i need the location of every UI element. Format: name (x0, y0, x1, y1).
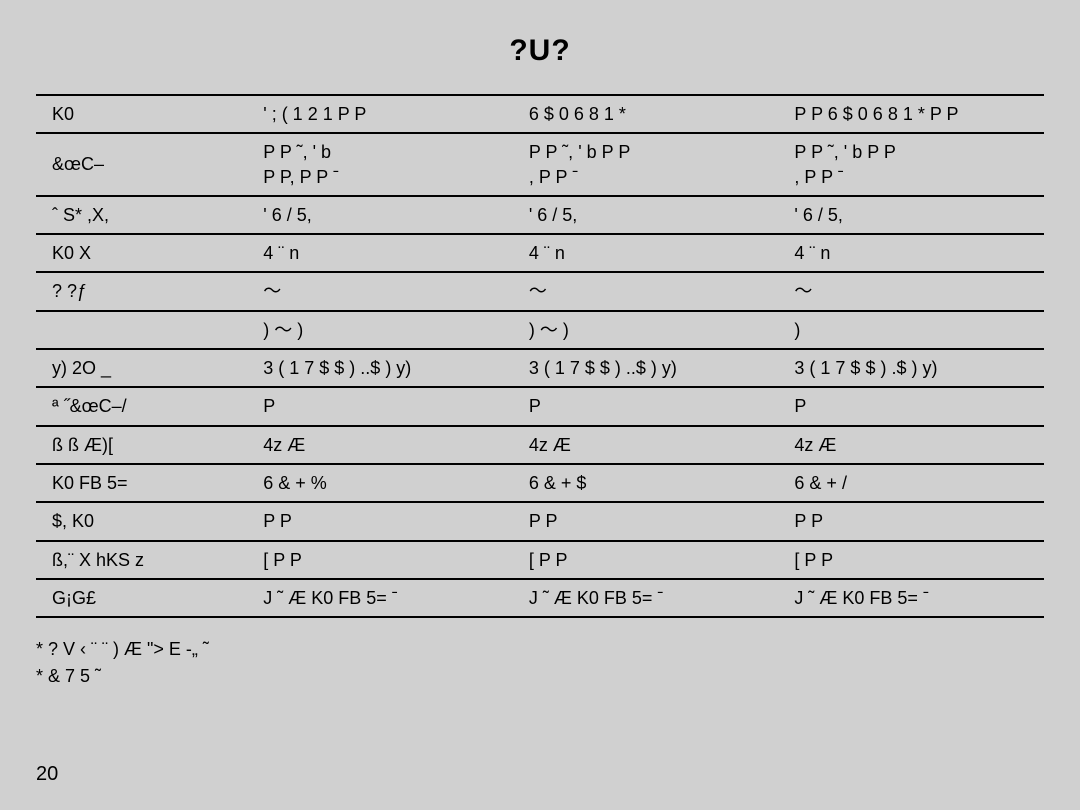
row-cell: ' 6 / 5, (247, 196, 513, 234)
row-cell: ' 6 / 5, (778, 196, 1044, 234)
row-cell: ～ (513, 272, 779, 310)
row-cell: 6 $ 0 6 8 1 * (513, 95, 779, 133)
row-cell: 3 ( 1 7 $ $ ) ..$ ) y) (247, 349, 513, 387)
row-cell: ) ～ ) (247, 311, 513, 349)
page: ?U? K0 ' ; ( 1 2 1 P P 6 $ 0 6 8 1 *P P … (0, 0, 1080, 810)
table-row: K0 X 4 ¨ n 4 ¨ n 4 ¨ n (36, 234, 1044, 272)
table-row: ª ˝&œC–/ P P P (36, 387, 1044, 425)
row-cell: P P (247, 502, 513, 540)
row-label: &œC– (36, 133, 247, 196)
table-row: K0 ' ; ( 1 2 1 P P 6 $ 0 6 8 1 *P P 6 $ … (36, 95, 1044, 133)
row-cell: 4z Æ (778, 426, 1044, 464)
row-cell: 4 ¨ n (778, 234, 1044, 272)
row-cell: P P ˜, ' b P P , P P ˉ (513, 133, 779, 196)
row-cell: P (778, 387, 1044, 425)
row-label: ß ß Æ)[ (36, 426, 247, 464)
row-cell: J ˜ Æ K0 FB 5= ˉ (247, 579, 513, 617)
table-row: $, K0 P P P P P P (36, 502, 1044, 540)
table-row: K0 FB 5= 6 & + % 6 & + $ 6 & + / (36, 464, 1044, 502)
row-label (36, 311, 247, 349)
row-cell: ' 6 / 5, (513, 196, 779, 234)
row-cell: 6 & + $ (513, 464, 779, 502)
table-row: ˆ S* ,X, ' 6 / 5, ' 6 / 5, ' 6 / 5, (36, 196, 1044, 234)
table-row: ß,¨ X hKS z [ P P [ P P [ P P (36, 541, 1044, 579)
row-cell: 6 & + % (247, 464, 513, 502)
row-label: $, K0 (36, 502, 247, 540)
row-cell: 3 ( 1 7 $ $ ) ..$ ) y) (513, 349, 779, 387)
table-row: &œC– P P ˜, ' b P P, P P ˉ P P ˜, ' b P … (36, 133, 1044, 196)
page-title: ?U? (36, 34, 1044, 68)
row-label: K0 FB 5= (36, 464, 247, 502)
row-label: ? ?ƒ (36, 272, 247, 310)
page-number: 20 (36, 763, 58, 786)
row-cell: P (247, 387, 513, 425)
row-cell: P P (513, 502, 779, 540)
row-cell: J ˜ Æ K0 FB 5= ˉ (778, 579, 1044, 617)
row-cell: 4z Æ (513, 426, 779, 464)
row-cell: ) (778, 311, 1044, 349)
row-label: G¡G£ (36, 579, 247, 617)
footnotes: * ? V ‹ ¨ ¨ ) Æ "> E -„ ˜ * & 7 5 ˜ (36, 636, 1044, 690)
row-cell: P P ˜, ' b P P , P P ˉ (778, 133, 1044, 196)
row-cell: 6 & + / (778, 464, 1044, 502)
spec-table: K0 ' ; ( 1 2 1 P P 6 $ 0 6 8 1 *P P 6 $ … (36, 94, 1044, 618)
table-row: ß ß Æ)[4z Æ4z Æ4z Æ (36, 426, 1044, 464)
row-label: ß,¨ X hKS z (36, 541, 247, 579)
row-label: K0 X (36, 234, 247, 272)
row-label: ª ˝&œC–/ (36, 387, 247, 425)
row-cell: 3 ( 1 7 $ $ ) .$ ) y) (778, 349, 1044, 387)
row-cell: ～ (778, 272, 1044, 310)
row-cell: 4 ¨ n (513, 234, 779, 272)
table-row: y) 2O _3 ( 1 7 $ $ ) ..$ ) y)3 ( 1 7 $ $… (36, 349, 1044, 387)
row-cell: ～ (247, 272, 513, 310)
row-cell: P P 6 $ 0 6 8 1 * P P (778, 95, 1044, 133)
row-cell: P P (778, 502, 1044, 540)
row-cell: J ˜ Æ K0 FB 5= ˉ (513, 579, 779, 617)
row-cell: 4 ¨ n (247, 234, 513, 272)
table-row: G¡G£ J ˜ Æ K0 FB 5= ˉ J ˜ Æ K0 FB 5= ˉ J… (36, 579, 1044, 617)
row-cell: P (513, 387, 779, 425)
table-row: ) ～ ) ) ～ ) ) (36, 311, 1044, 349)
table-row: ? ?ƒ ～ ～ ～ (36, 272, 1044, 310)
row-cell: ) ～ ) (513, 311, 779, 349)
row-cell: P P ˜, ' b P P, P P ˉ (247, 133, 513, 196)
row-label: K0 (36, 95, 247, 133)
row-cell: ' ; ( 1 2 1 P P (247, 95, 513, 133)
row-cell: [ P P (513, 541, 779, 579)
row-cell: [ P P (247, 541, 513, 579)
row-cell: 4z Æ (247, 426, 513, 464)
row-label: ˆ S* ,X, (36, 196, 247, 234)
row-cell: [ P P (778, 541, 1044, 579)
row-label: y) 2O _ (36, 349, 247, 387)
